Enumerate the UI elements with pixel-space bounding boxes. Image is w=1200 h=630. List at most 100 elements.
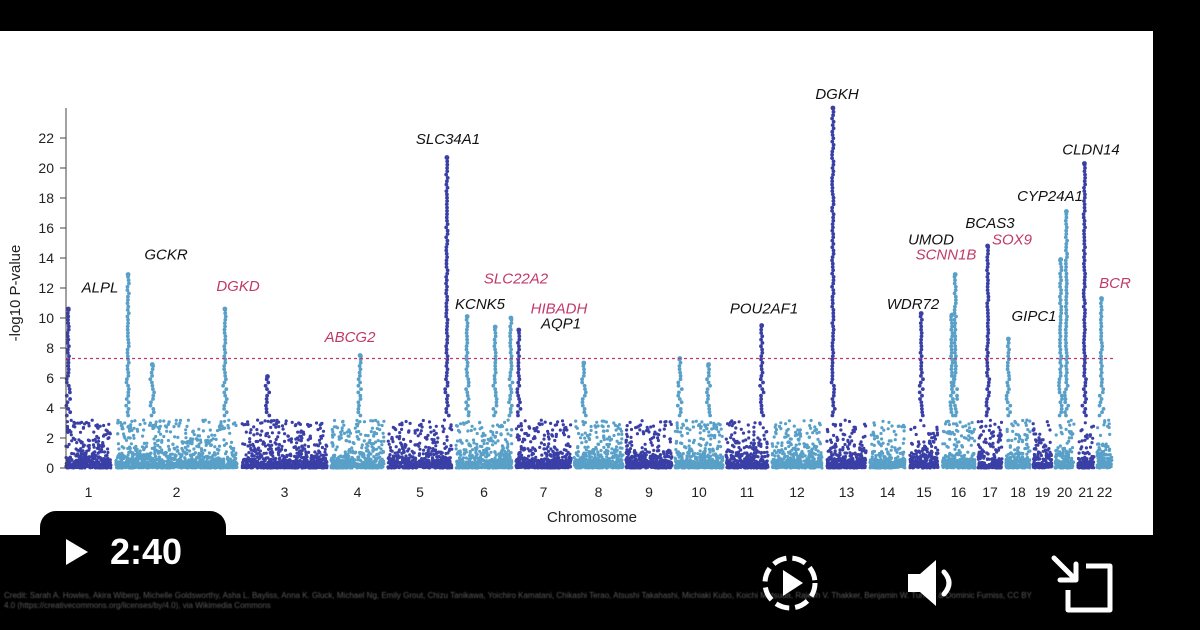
snp-point — [529, 440, 533, 444]
scatter-points-layer — [64, 418, 1114, 470]
snp-point — [439, 450, 443, 454]
snp-point — [277, 453, 281, 457]
snp-point — [142, 441, 146, 445]
snp-point — [172, 461, 176, 465]
snp-point — [616, 432, 621, 436]
snp-point — [491, 424, 495, 428]
snp-point — [482, 438, 486, 442]
snp-point — [133, 419, 137, 423]
snp-point — [340, 460, 345, 465]
snp-point — [106, 459, 111, 463]
snp-point — [101, 441, 105, 445]
snp-point — [386, 456, 390, 460]
snp-point — [166, 422, 170, 426]
snp-point — [486, 465, 490, 470]
snp-point — [668, 420, 672, 424]
snp-point — [196, 438, 200, 442]
snp-point — [388, 445, 392, 450]
snp-point — [250, 452, 254, 456]
snp-point — [378, 428, 382, 432]
snp-point — [247, 451, 251, 455]
snp-point — [515, 435, 519, 439]
snp-point — [593, 424, 597, 428]
snp-point — [67, 464, 72, 468]
snp-point — [164, 451, 168, 455]
snp-point — [427, 420, 432, 424]
snp-point — [447, 465, 451, 469]
snp-point — [509, 451, 513, 455]
snp-point — [655, 449, 660, 453]
snp-point — [600, 458, 604, 462]
snp-point — [421, 418, 425, 423]
snp-point — [268, 439, 273, 444]
snp-point — [72, 420, 76, 424]
snp-point — [109, 466, 113, 470]
snp-point — [424, 452, 428, 456]
snp-point — [283, 448, 288, 452]
snp-point — [339, 433, 343, 437]
snp-point — [100, 448, 104, 452]
snp-point — [480, 445, 484, 449]
snp-point — [259, 466, 263, 470]
snp-point — [551, 428, 555, 432]
snp-point — [144, 444, 148, 449]
snp-point — [568, 461, 572, 465]
snp-point — [116, 421, 120, 425]
snp-point — [267, 463, 271, 467]
snp-point — [84, 459, 88, 463]
snp-point — [192, 432, 196, 437]
snp-point — [379, 447, 383, 451]
snp-point — [331, 435, 335, 439]
snp-point — [258, 449, 262, 453]
snp-point — [248, 437, 252, 441]
snp-point — [243, 422, 248, 427]
snp-point — [206, 435, 211, 439]
snp-point — [510, 442, 514, 446]
snp-point — [201, 451, 205, 455]
snp-point — [574, 425, 578, 429]
snp-point — [569, 423, 573, 427]
snp-point — [479, 465, 483, 469]
snp-point — [217, 444, 222, 448]
snp-point — [119, 466, 123, 470]
snp-point — [324, 443, 328, 447]
snp-point — [605, 455, 609, 459]
snp-point — [587, 450, 591, 454]
snp-point — [159, 462, 163, 466]
snp-point — [72, 424, 76, 428]
snp-point — [148, 421, 152, 425]
snp-point — [184, 428, 188, 432]
snp-point — [332, 418, 337, 423]
snp-point — [380, 423, 384, 428]
snp-point — [340, 429, 344, 433]
snp-point — [374, 459, 378, 463]
snp-point — [246, 462, 250, 466]
snp-point — [106, 450, 110, 455]
snp-point — [280, 444, 284, 448]
snp-point — [69, 418, 73, 422]
snp-point — [120, 425, 125, 430]
snp-point — [579, 456, 583, 460]
snp-point — [400, 444, 404, 448]
snp-point — [205, 457, 209, 461]
snp-point — [614, 445, 619, 449]
snp-point — [151, 464, 155, 468]
snp-point — [580, 441, 584, 445]
snp-point — [149, 451, 153, 455]
chromosome-5-points — [386, 418, 454, 470]
snp-point — [336, 464, 340, 468]
snp-point — [548, 466, 552, 470]
snp-point — [332, 465, 336, 469]
snp-point — [200, 449, 204, 453]
snp-point — [402, 437, 406, 441]
snp-point — [155, 466, 160, 470]
snp-point — [316, 428, 320, 432]
snp-point — [612, 455, 616, 459]
snp-point — [204, 461, 209, 465]
snp-point — [203, 418, 207, 422]
snp-point — [166, 444, 171, 448]
snp-point — [556, 454, 560, 459]
snp-point — [90, 418, 94, 422]
snp-point — [539, 418, 543, 422]
snp-point — [77, 449, 81, 453]
